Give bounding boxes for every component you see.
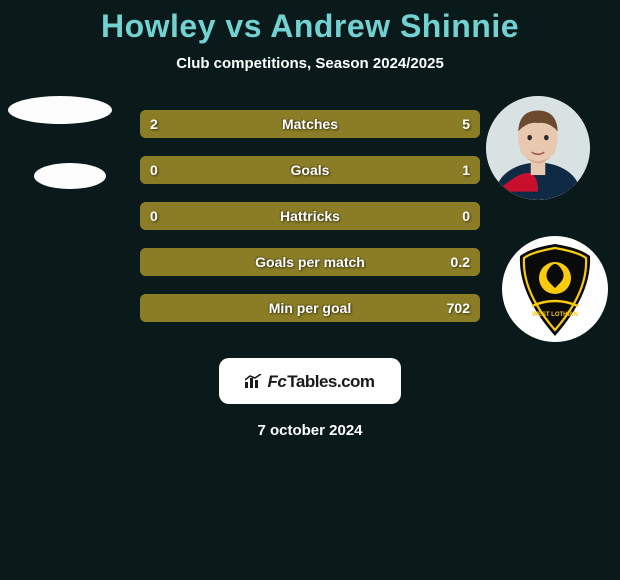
- stat-row: Hattricks0 0: [140, 202, 480, 230]
- stat-value-right: 702: [437, 294, 480, 322]
- branding-text: FcTables.com: [267, 372, 374, 391]
- stat-value-right: 1: [452, 156, 480, 184]
- team-badge-right: WEST LOTHIAN: [502, 236, 608, 342]
- stats-area: WEST LOTHIAN Matches25Goals01Hattricks00…: [0, 110, 620, 322]
- stat-value-left: 2: [140, 110, 168, 138]
- stat-value-right: 0: [452, 202, 480, 230]
- player-photo-right: [486, 96, 590, 200]
- stat-label: Hattricks: [140, 202, 480, 230]
- stat-label: Matches: [140, 110, 480, 138]
- stat-row: Goals0 1: [140, 156, 480, 184]
- page-title: Howley vs Andrew Shinnie: [0, 8, 620, 45]
- branding-badge: FcTables.com: [219, 358, 400, 404]
- stat-label: Goals: [140, 156, 480, 184]
- stat-value-left: [140, 294, 160, 322]
- stat-label: Min per goal: [140, 294, 480, 322]
- stat-value-left: 0: [140, 202, 168, 230]
- stat-row: Goals per match0.2: [140, 248, 480, 276]
- date: 7 october 2024: [0, 422, 620, 439]
- stat-value-left: 0: [140, 156, 168, 184]
- stat-row: Matches2 5: [140, 110, 480, 138]
- stat-label: Goals per match: [140, 248, 480, 276]
- team-crest-icon: WEST LOTHIAN: [502, 236, 608, 342]
- subtitle: Club competitions, Season 2024/2025: [0, 55, 620, 72]
- stat-value-right: 5: [452, 110, 480, 138]
- branding-wrap: FcTables.com: [0, 340, 620, 404]
- stat-row: Min per goal702: [140, 294, 480, 322]
- stat-bars: Matches25Goals01Hattricks00Goals per mat…: [140, 110, 480, 322]
- player-photo-left-placeholder: [8, 96, 112, 124]
- stat-value-left: [140, 248, 160, 276]
- comparison-card: Howley vs Andrew Shinnie Club competitio…: [0, 0, 620, 439]
- player-portrait-icon: [486, 96, 590, 200]
- stat-value-right: 0.2: [441, 248, 480, 276]
- team-badge-left-placeholder: [34, 163, 106, 189]
- bars-icon: [245, 374, 263, 388]
- svg-text:WEST LOTHIAN: WEST LOTHIAN: [532, 312, 578, 318]
